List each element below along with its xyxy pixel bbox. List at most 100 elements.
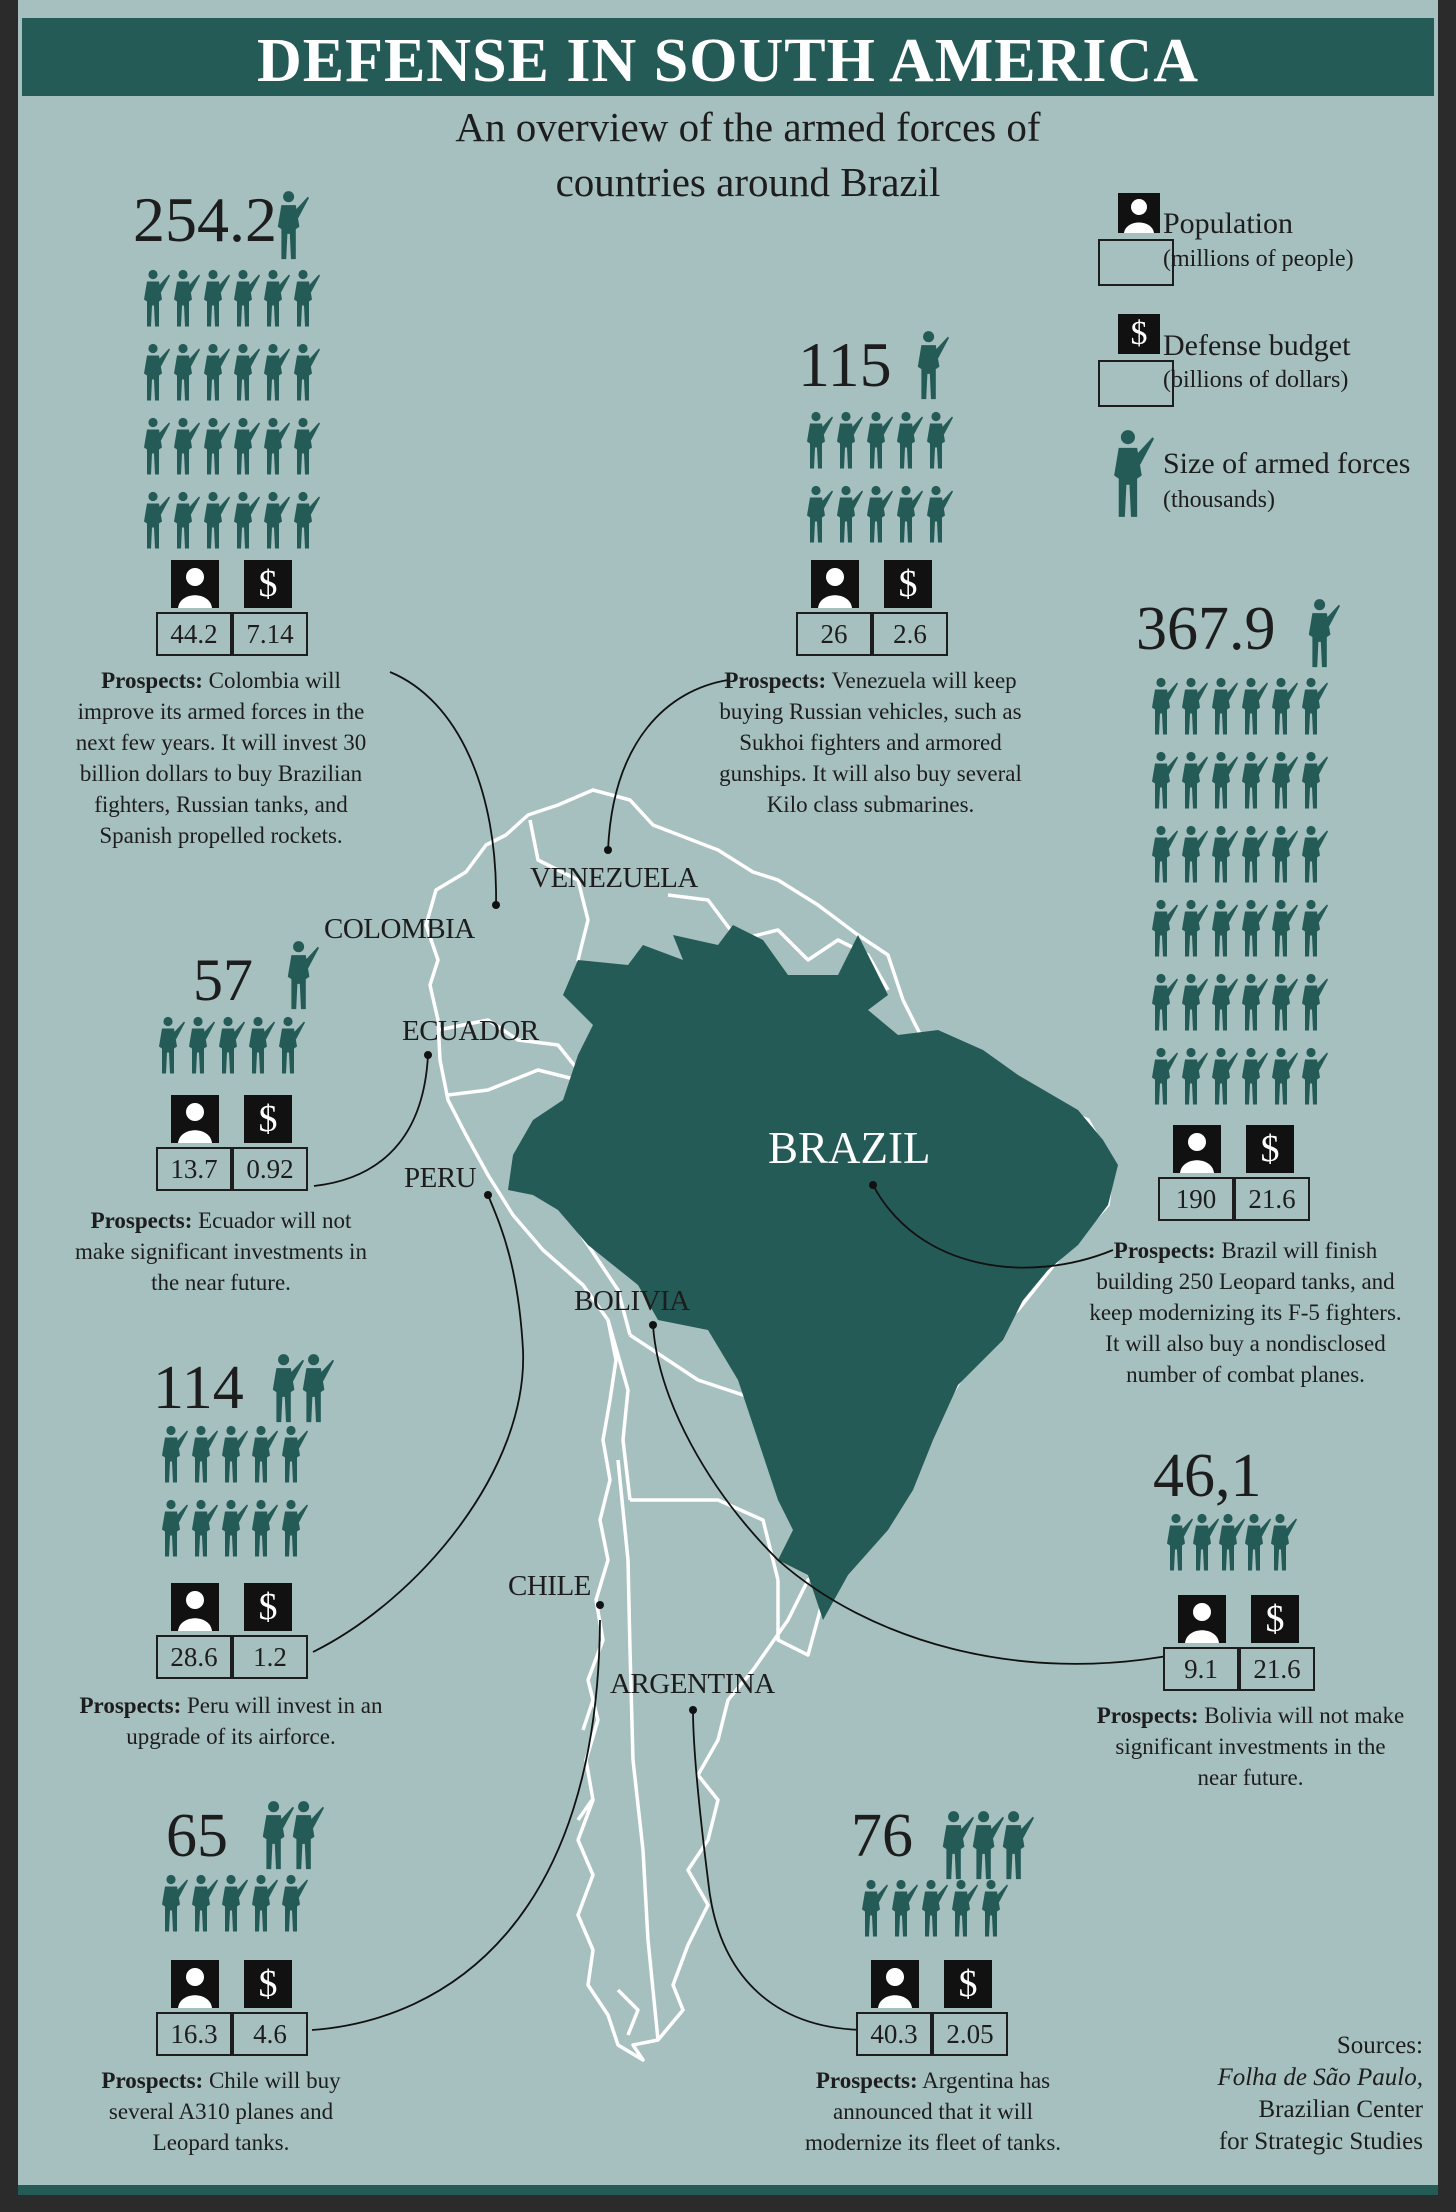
prospect-text: Prospects: Chile will buy several A310 pl… bbox=[101, 2068, 341, 2155]
soldier-icon bbox=[1308, 599, 1340, 668]
source-1: Folha de São Paulo, bbox=[1217, 2064, 1423, 2091]
map-label-bolivia: BOLIVIA bbox=[574, 1285, 690, 1317]
coast-islands bbox=[576, 1699, 640, 2036]
soldier-icon bbox=[294, 417, 320, 475]
chile-argentina-border bbox=[616, 1459, 660, 2041]
south-america-map bbox=[311, 671, 1179, 2062]
soldier-icon bbox=[1242, 751, 1268, 809]
leader-argentina bbox=[692, 1709, 869, 2031]
soldier-icon bbox=[162, 1425, 188, 1483]
armed-forces-value: 367.9 bbox=[1136, 595, 1276, 663]
population-value: 28.6 bbox=[156, 1635, 232, 1679]
soldier-icon bbox=[1114, 430, 1154, 517]
population-value: 44.2 bbox=[156, 612, 232, 656]
budget-value: 2.6 bbox=[872, 612, 948, 656]
prospect-text: Prospects: Brazil will finish building 25… bbox=[1089, 1238, 1402, 1387]
dot-peru bbox=[484, 1191, 492, 1199]
person-icon bbox=[871, 1960, 919, 2008]
legend-forces-unit: (thousands) bbox=[1163, 487, 1275, 513]
soldier-icon bbox=[1152, 899, 1178, 957]
dot-brazil bbox=[869, 1181, 877, 1189]
soldier-icon bbox=[192, 1425, 218, 1483]
soldier-icon bbox=[294, 343, 320, 401]
soldier-icon bbox=[144, 343, 170, 401]
soldier-icon bbox=[1152, 1047, 1178, 1105]
dollar-icon: $ bbox=[244, 1960, 292, 2008]
soldier-icon bbox=[1242, 973, 1268, 1031]
sources-label: Sources: bbox=[1336, 2032, 1423, 2059]
source-2: Brazilian Center bbox=[1258, 2096, 1423, 2123]
soldier-icon bbox=[1212, 1047, 1238, 1105]
soldier-icon bbox=[282, 1874, 308, 1932]
colombia-ecuador-border bbox=[437, 1018, 580, 1072]
soldier-icon bbox=[174, 343, 200, 401]
soldier-icon bbox=[279, 1016, 305, 1074]
soldier-icon bbox=[287, 941, 319, 1010]
subtitle-line-1: An overview of the armed forces of bbox=[455, 104, 1041, 150]
prospect-label: Prospects: bbox=[1096, 1703, 1199, 1728]
armed-forces-value: 76 bbox=[851, 1802, 913, 1870]
prospect-label: Prospects: bbox=[101, 668, 203, 693]
soldier-icon bbox=[222, 1874, 248, 1932]
soldier-icon bbox=[264, 491, 290, 549]
soldier-icon bbox=[807, 485, 833, 543]
armed-forces-value: 46,1 bbox=[1153, 1442, 1262, 1510]
prospect-label: Prospects: bbox=[101, 2068, 204, 2093]
soldier-icon bbox=[1212, 677, 1238, 735]
soldier-icon bbox=[1182, 677, 1208, 735]
leader-ecuador bbox=[313, 1054, 429, 1187]
prospect-label: Prospects: bbox=[90, 1208, 193, 1233]
soldier-icon bbox=[927, 485, 953, 543]
sources: Sources: Folha de São Paulo, Brazilian C… bbox=[1138, 2030, 1423, 2158]
map-label-ecuador: ECUADOR bbox=[402, 1015, 539, 1047]
soldier-icon bbox=[867, 485, 893, 543]
soldier-icon bbox=[1271, 1513, 1297, 1571]
subtitle-line-2: countries around Brazil bbox=[555, 159, 941, 205]
dot-ecuador bbox=[424, 1051, 432, 1059]
soldier-icon bbox=[927, 411, 953, 469]
soldier-icon bbox=[862, 1879, 888, 1937]
dot-bolivia bbox=[649, 1321, 657, 1329]
soldier-icon bbox=[1272, 751, 1298, 809]
soldier-icon bbox=[1302, 973, 1328, 1031]
soldier-icon bbox=[1242, 1047, 1268, 1105]
population-value: 40.3 bbox=[856, 2012, 932, 2056]
prospect-label: Prospects: bbox=[724, 668, 827, 693]
soldier-icon bbox=[837, 411, 863, 469]
prospect-text: Prospects: Ecuador will not make signific… bbox=[75, 1208, 367, 1295]
population-value: 190 bbox=[1158, 1177, 1234, 1221]
soldier-icon bbox=[234, 343, 260, 401]
soldier-icon bbox=[162, 1499, 188, 1557]
page-subtitle: An overview of the armed forces of count… bbox=[398, 100, 1098, 210]
soldier-icon bbox=[1272, 973, 1298, 1031]
soldier-icon bbox=[252, 1499, 278, 1557]
legend-population-label: Population bbox=[1163, 207, 1294, 240]
soldier-icon bbox=[1152, 751, 1178, 809]
budget-value: 21.6 bbox=[1234, 1177, 1310, 1221]
leader-venezuela bbox=[607, 679, 729, 851]
leader-colombia bbox=[389, 671, 497, 906]
soldier-icon bbox=[264, 417, 290, 475]
title-bar: DEFENSE IN SOUTH AMERICA bbox=[22, 18, 1434, 96]
soldier-icon bbox=[1152, 825, 1178, 883]
soldier-icon bbox=[1272, 825, 1298, 883]
prospect-text: Prospects: Bolivia will not make signific… bbox=[1096, 1703, 1405, 1790]
bottom-bar bbox=[18, 2185, 1438, 2195]
soldier-icon bbox=[1002, 1811, 1034, 1880]
soldier-icon bbox=[1212, 751, 1238, 809]
soldier-icon bbox=[204, 417, 230, 475]
argentina-paraguay-border bbox=[630, 1498, 780, 1581]
person-icon bbox=[171, 1960, 219, 2008]
soldier-icon bbox=[264, 343, 290, 401]
person-icon bbox=[1173, 1125, 1221, 1173]
prospect-text: Prospects: Peru will invest in an upgrade… bbox=[79, 1693, 383, 1749]
person-icon bbox=[171, 1583, 219, 1631]
budget-value: 1.2 bbox=[232, 1635, 308, 1679]
source-3: for Strategic Studies bbox=[1218, 2128, 1423, 2155]
soldier-icon bbox=[174, 491, 200, 549]
dollar-icon: $ bbox=[244, 1095, 292, 1143]
dot-argentina bbox=[689, 1706, 697, 1714]
soldier-icon bbox=[222, 1425, 248, 1483]
armed-forces-value: 115 bbox=[798, 329, 892, 400]
soldier-icon bbox=[174, 269, 200, 327]
